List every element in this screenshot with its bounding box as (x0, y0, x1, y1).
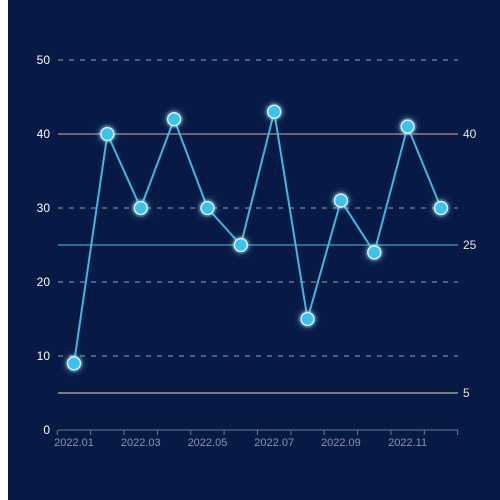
data-point[interactable] (200, 200, 215, 216)
reference-line-label: 5 (463, 386, 470, 400)
data-point[interactable] (233, 237, 249, 253)
data-point[interactable] (166, 111, 182, 127)
data-point[interactable] (133, 200, 148, 216)
data-point[interactable] (300, 311, 315, 327)
data-point[interactable] (66, 356, 82, 371)
y-tick-label: 40 (37, 127, 51, 141)
x-tick-label: 2022.01 (54, 437, 94, 449)
data-point[interactable] (433, 200, 449, 216)
y-tick-label: 50 (37, 53, 51, 67)
line-chart: 0 10 20 30 40 50 2022.01 2022.03 2022.05 2022.07 2… (8, 0, 500, 500)
x-tick-label: 2022.03 (121, 437, 161, 449)
x-tick-label: 2022.07 (254, 437, 294, 449)
y-tick-label: 10 (37, 349, 51, 363)
data-point[interactable] (400, 119, 415, 134)
y-tick-label: 30 (37, 201, 51, 215)
chart-background (8, 0, 500, 500)
series-line (73, 110, 442, 364)
y-tick-label: 20 (37, 275, 51, 289)
data-point[interactable] (100, 126, 115, 142)
x-tick-label: 2022.09 (321, 437, 361, 449)
data-point[interactable] (367, 245, 382, 260)
y-tick-label: 0 (43, 423, 50, 437)
reference-line-label: 40 (463, 127, 477, 141)
data-point[interactable] (333, 193, 349, 208)
x-tick-label: 2022.05 (188, 437, 228, 449)
x-tick-label: 2022.11 (388, 437, 427, 449)
reference-line-label: 25 (463, 238, 477, 252)
data-point[interactable] (266, 104, 282, 120)
chart-panel: 0 10 20 30 40 50 2022.01 2022.03 2022.05 2022.07 2… (8, 0, 500, 500)
